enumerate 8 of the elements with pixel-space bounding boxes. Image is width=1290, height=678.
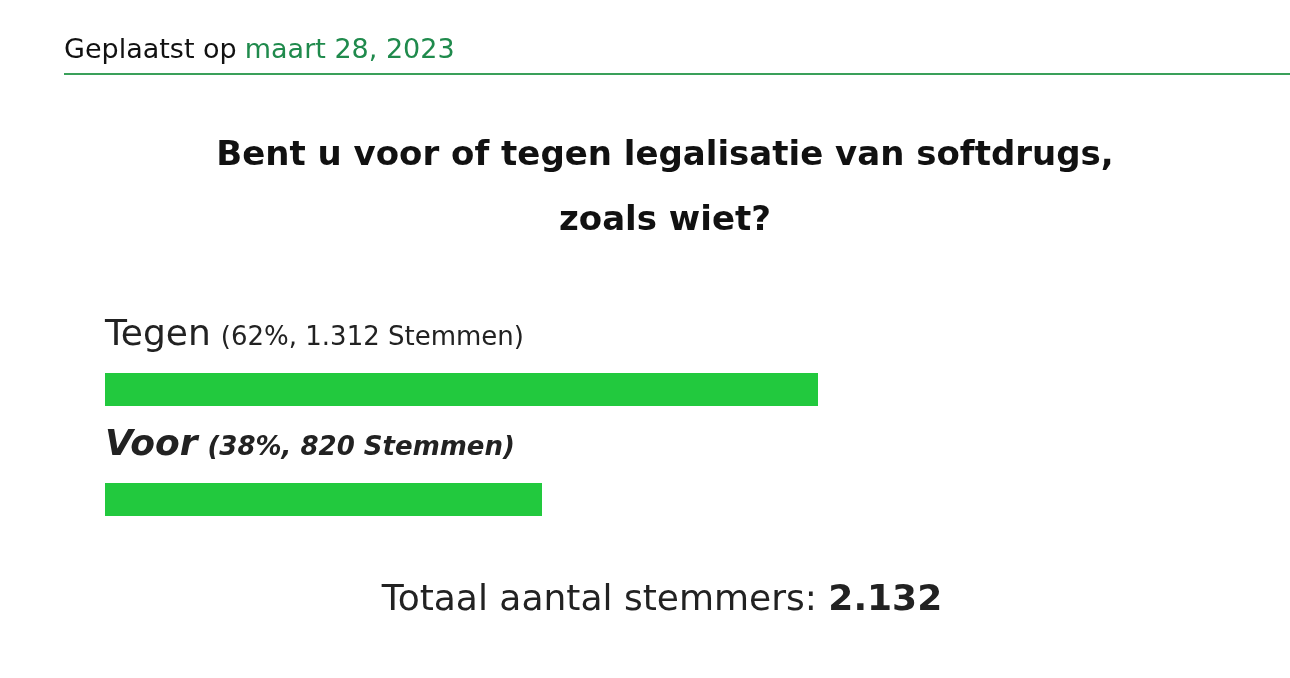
chart-title: Bent u voor of tegen legalisatie van softdrugs, zoals wiet? [216,133,1114,238]
text: maart 28, 2023 [244,33,455,64]
data-label: (38%, 820 Stemmen) [207,431,515,461]
text: Totaal aantal stemmers: 2.132 [380,577,943,618]
y-tick-label: Tegen [104,312,211,353]
data-label: (62%, 1.312 Stemmen) [220,321,524,351]
y-tick-label: Voor [105,422,200,463]
text: Geplaatst op [64,33,237,64]
